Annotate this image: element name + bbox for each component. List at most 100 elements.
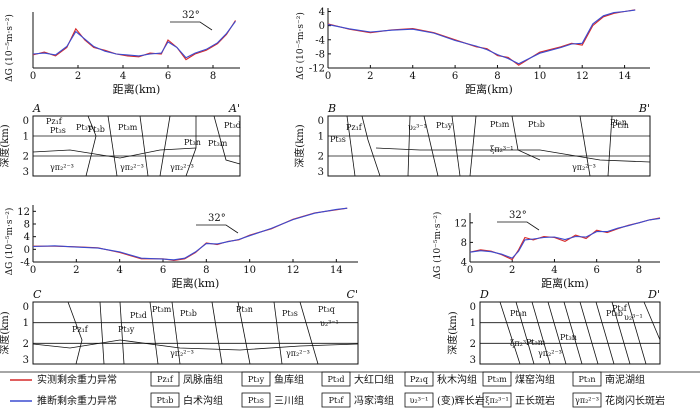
depth-tick-label: 2 [23, 339, 29, 350]
x-tick-label: 14 [330, 265, 343, 276]
contact-line [563, 301, 583, 365]
legend-unit-label: 三川组 [274, 394, 304, 407]
legend-unit-label: 大红口组 [354, 373, 394, 386]
legend-unit-box [150, 371, 180, 387]
x-tick-label: 0 [30, 265, 36, 276]
x-tick-label: 8 [210, 71, 216, 82]
legend-unit-symbol: Pt₃d [328, 375, 345, 384]
intrusion-label: γπ₂²⁻³ [538, 349, 562, 358]
y-axis-label: ΔG (10⁻⁵m·s⁻²) [4, 14, 15, 82]
unit-label: Pt₃n [510, 309, 527, 318]
legend-unit-box [572, 392, 602, 408]
depth-tick-label: 3 [318, 167, 324, 178]
legend-unit-box [572, 371, 602, 387]
contact-line [423, 115, 439, 177]
legend-unit-box [321, 392, 351, 408]
x-tick-label: 10 [533, 71, 546, 82]
y-tick-label: -12 [309, 64, 325, 75]
contact-line [237, 301, 251, 365]
legend-unit-box [404, 392, 434, 408]
depth-tick-label: 3 [470, 355, 476, 366]
intrusion-label: γπ₂²⁻³ [170, 349, 194, 358]
depth-tick-label: 0 [23, 302, 29, 313]
strike-label: 32° [182, 10, 200, 21]
contact-line [149, 301, 159, 365]
intrusion-label: ξπ₂³⁻¹ [490, 145, 514, 154]
y-tick-label: -8 [315, 49, 325, 60]
depth-tick-label: 0 [23, 116, 29, 127]
gravity-chart-2: 0 2 4 6 8 10 12 14 4 0 -4 -8 -12 距离(km) ΔG (10⁻⁵m·s⁻²) [295, 7, 650, 96]
unit-label: Pt₃y [118, 325, 135, 334]
unit-label: Pt₃q [318, 305, 335, 314]
legend-unit-box [482, 392, 512, 408]
intrusion-label: υ₂³⁻¹ [624, 313, 643, 322]
contact-line [469, 115, 477, 177]
unit-label: Pt₃n [236, 305, 253, 314]
legend-unit-box [404, 371, 434, 387]
y-tick-label: 0 [24, 245, 30, 256]
unit-label: Pt₃m [152, 305, 172, 314]
contact-line [171, 301, 181, 365]
x-tick-label: 6 [593, 265, 599, 276]
unit-label: Pt₃y [436, 121, 453, 130]
unit-label: Pt₃y [76, 123, 93, 132]
x-tick-label: 10 [243, 265, 256, 276]
y-axis-label: ΔG (10⁻⁵m·s⁻²) [432, 212, 443, 280]
contact-line [67, 301, 83, 365]
legend-curve-label: 实测剩余重力异常 [37, 373, 117, 386]
y-tick-label: 4 [461, 258, 467, 269]
contact-line [119, 301, 125, 365]
x-tick-label: 0 [467, 265, 473, 276]
section-start-label: C [33, 288, 42, 301]
unit-label: Pt₃m [526, 338, 546, 347]
section-frame [32, 301, 359, 365]
legend-unit-symbol: Pt₃b [157, 396, 174, 405]
legend-unit-box [482, 371, 512, 387]
legend-unit-symbol: Pz₁f [157, 375, 174, 384]
section-frame [479, 301, 661, 365]
observed-anomaly-line [33, 207, 348, 261]
depth-tick-label: 2 [470, 339, 476, 350]
section-end-label: B' [638, 102, 650, 115]
section-frame [327, 115, 651, 177]
legend-unit-box [241, 392, 271, 408]
unit-label: Pt₃b [606, 309, 623, 318]
depth-tick-label: 1 [23, 132, 29, 143]
cross-section-C: 0 1 2 3 C C' 深度(km) Pz₁f Pt₃y Pt₃d Pt₃m Pt₃b Pt₃n Pt₃… [0, 288, 359, 366]
contact-line [211, 301, 223, 365]
legend-unit-label: 白术沟组 [183, 394, 223, 407]
y-tick-label: 4 [24, 232, 30, 243]
contact-line [611, 301, 631, 365]
x-tick-label: 0 [325, 71, 331, 82]
y-tick-label: 8 [461, 238, 467, 249]
unit-label: Pt₃n [610, 118, 627, 127]
legend-unit-label: 凤脉庙组 [183, 373, 223, 386]
y-tick-label: -4 [20, 258, 30, 269]
contact-line [213, 115, 241, 165]
x-tick-label: 0 [30, 71, 36, 82]
contact-line [85, 115, 97, 177]
intrusion-label: υ₂³⁻¹ [320, 319, 339, 328]
x-axis-label: 距离(km) [541, 276, 589, 290]
depth-tick-label: 1 [318, 132, 324, 143]
contact-line [499, 301, 521, 365]
y-tick-label: 4 [319, 7, 325, 18]
inferred-anomaly-line [32, 20, 236, 59]
strike-marker: 32° [196, 213, 239, 234]
unit-label: Pt₃b [88, 125, 105, 134]
contact-line [299, 301, 319, 365]
contact-line [627, 301, 647, 365]
legend-unit-symbol: Pt₃y [248, 375, 265, 384]
x-tick-label: 2 [509, 265, 515, 276]
x-tick-label: 14 [618, 71, 631, 82]
legend-unit-box [150, 392, 180, 408]
intrusion-label: γπ₂²⁻³ [286, 349, 310, 358]
legend-unit-box [241, 371, 271, 387]
contact-line [607, 115, 613, 177]
x-tick-label: 4 [116, 265, 122, 276]
unit-label: Pt₃s [330, 135, 346, 144]
depth-axis-label: 深度(km) [293, 124, 306, 167]
y-tick-label: 12 [17, 207, 30, 218]
